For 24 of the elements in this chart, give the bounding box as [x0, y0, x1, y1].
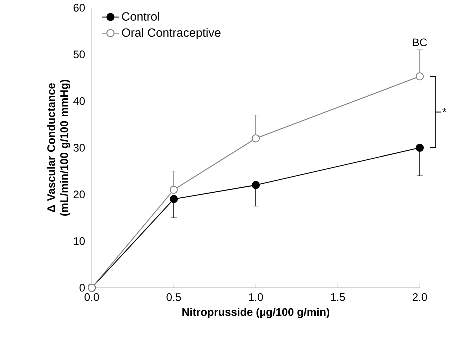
y-tick-label: 60: [74, 4, 86, 12]
point: [170, 186, 178, 194]
y-tick-label: 10: [74, 237, 86, 246]
text: *: [442, 108, 447, 112]
legend-label: Control: [122, 12, 160, 21]
point: [170, 195, 178, 204]
point: [416, 72, 424, 81]
y-tick-label: 0: [80, 284, 86, 292]
x-axis-title: Nitroprusside (µg/100 g/min): [182, 308, 330, 318]
y-tick-label: 50: [74, 50, 86, 59]
y-tick-label: 30: [74, 144, 86, 152]
point: [252, 181, 260, 190]
x-tick-label: 1.0: [249, 294, 264, 302]
x-tick-label: 1.5: [331, 294, 346, 302]
y-axis-title: Δ Vascular Conductance (mL/min/100 g/100 mmHg): [47, 80, 70, 216]
annotation: BC: [413, 38, 428, 46]
x-tick-label: 0.0: [84, 294, 100, 302]
y-tick-label: 20: [74, 190, 86, 199]
point: [416, 144, 424, 152]
x-tick-label: 2.0: [412, 294, 428, 302]
point: [252, 134, 260, 143]
legend-label: Oral Contraceptive: [122, 28, 221, 40]
y-tick-label: 40: [74, 97, 86, 106]
x-tick-label: 0.5: [166, 294, 182, 302]
